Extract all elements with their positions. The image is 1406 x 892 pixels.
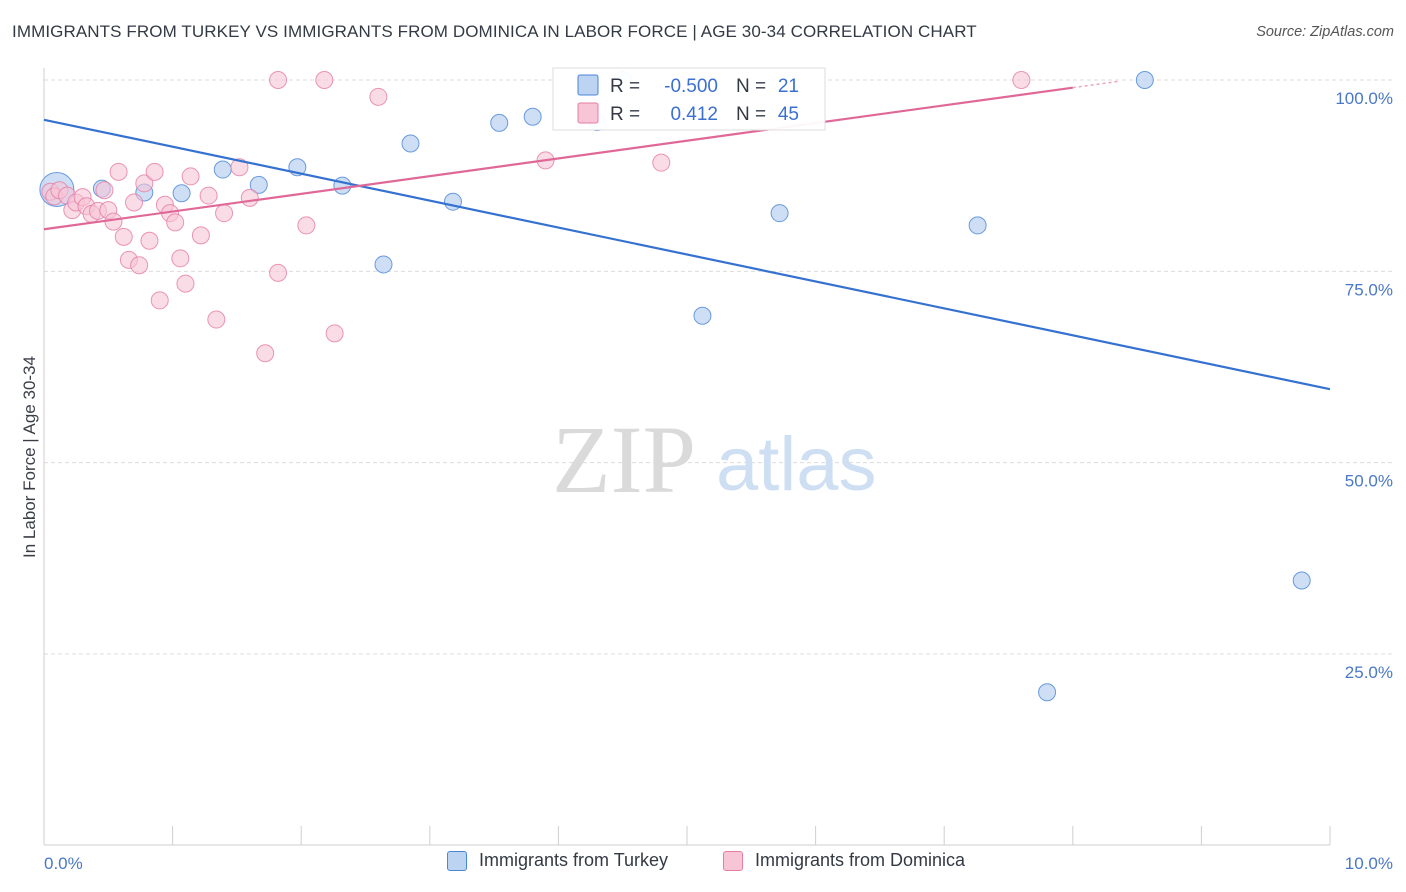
stats-legend: R = -0.500 N = 21 R = 0.412 N = 45 [552, 67, 826, 131]
dominica-point [109, 162, 128, 181]
turkey-swatch [577, 74, 599, 96]
y-tick-label-50: 50.0% [1345, 472, 1393, 491]
x-tick-label-max: 10.0% [1345, 854, 1393, 873]
y-tick-labels: 25.0% 50.0% 75.0% 100.0% [1335, 89, 1393, 682]
turkey-r-value: -0.500 [664, 76, 718, 97]
turkey-point [693, 306, 712, 325]
turkey-point [1135, 71, 1154, 89]
dominica-point [140, 231, 159, 250]
dominica-point [145, 162, 164, 181]
y-axis-label: In Labor Force | Age 30-34 [20, 356, 39, 558]
dominica-point [297, 216, 316, 235]
chart-title: IMMIGRANTS FROM TURKEY VS IMMIGRANTS FRO… [12, 22, 977, 41]
dominica-trend-line [43, 86, 1073, 231]
turkey-n-label: N = [736, 76, 766, 97]
dominica-point [269, 71, 288, 89]
dominica-point [150, 291, 169, 310]
source-credit: Source: ZipAtlas.com [1256, 24, 1394, 40]
legend-item-dominica: Immigrants from Dominica [723, 850, 965, 871]
turkey-points [39, 71, 1311, 702]
dominica-point [269, 263, 288, 282]
dominica-point [95, 181, 114, 200]
dominica-point [176, 274, 195, 293]
dominica-r-label: R = [610, 104, 640, 125]
watermark-atlas: atlas [716, 422, 877, 507]
legend-item-turkey: Immigrants from Turkey [447, 850, 668, 871]
dominica-r-value: 0.412 [670, 104, 718, 125]
dominica-point [315, 71, 334, 89]
dominica-points [41, 71, 1031, 363]
dominica-point [125, 193, 144, 212]
dominica-n-label: N = [736, 104, 766, 125]
watermark-zip: ZIP [552, 406, 696, 513]
legend-swatch-dominica [723, 850, 743, 871]
dominica-point [207, 310, 226, 329]
dominica-point [171, 249, 190, 268]
legend-swatch-turkey [447, 850, 467, 871]
y-tick-label-100: 100.0% [1335, 89, 1393, 108]
gridlines [44, 79, 1392, 655]
turkey-n-value: 21 [778, 76, 799, 97]
dominica-point [199, 186, 218, 205]
dominica-point [652, 153, 671, 172]
turkey-point [333, 176, 352, 195]
watermark: ZIP atlas [552, 406, 877, 513]
legend-label-dominica: Immigrants from Dominica [755, 850, 966, 870]
dominica-point [130, 256, 149, 275]
dominica-point [135, 174, 154, 193]
turkey-point [490, 113, 509, 132]
dominica-point [114, 227, 133, 246]
y-tick-label-75: 75.0% [1345, 280, 1393, 299]
turkey-point [968, 216, 987, 235]
turkey-point [213, 160, 232, 179]
dominica-point [166, 213, 185, 232]
dominica-point [230, 158, 249, 177]
dominica-point [369, 87, 388, 106]
trend-lines [43, 80, 1331, 391]
dominica-swatch [577, 102, 599, 124]
dominica-trend-extension [1072, 80, 1118, 89]
turkey-point [374, 255, 393, 274]
turkey-point [1292, 571, 1311, 590]
dominica-point [256, 344, 275, 363]
turkey-point [172, 184, 191, 203]
legend-label-turkey: Immigrants from Turkey [479, 850, 669, 870]
dominica-n-value: 45 [778, 104, 799, 125]
turkey-point [249, 175, 268, 194]
turkey-point [523, 107, 542, 126]
y-tick-label-25: 25.0% [1345, 663, 1393, 682]
dominica-point [1012, 71, 1031, 89]
turkey-trend-line [43, 118, 1331, 391]
turkey-r-label: R = [610, 76, 640, 97]
series-legend: Immigrants from Turkey Immigrants from D… [0, 850, 1406, 880]
turkey-point [770, 204, 789, 223]
x-tick-marks [43, 826, 1331, 845]
x-tick-label-min: 0.0% [44, 854, 83, 873]
dominica-point [191, 226, 210, 245]
dominica-point [215, 204, 234, 223]
dominica-point [240, 188, 259, 207]
turkey-point [401, 134, 420, 153]
dominica-point [181, 167, 200, 186]
turkey-point [1038, 683, 1057, 702]
dominica-point [325, 324, 344, 343]
